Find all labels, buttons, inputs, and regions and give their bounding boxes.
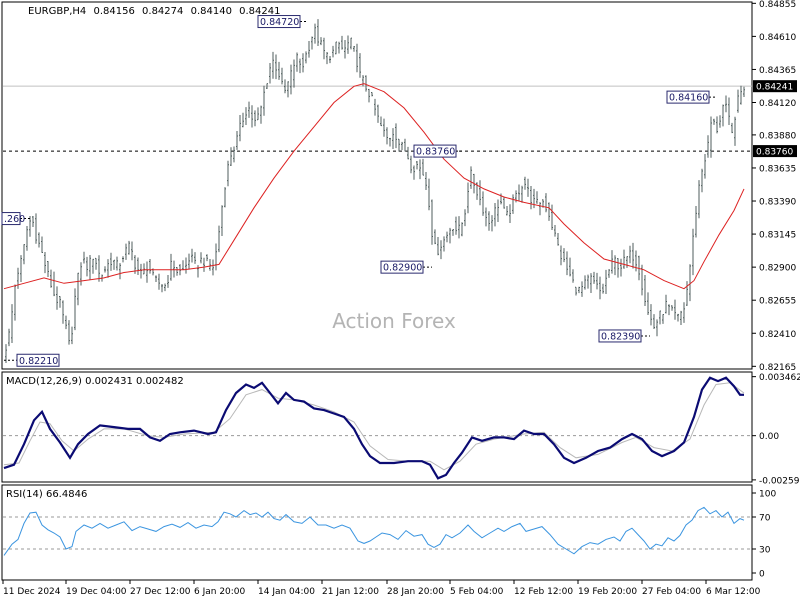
annotation-box: [666, 90, 710, 104]
price-tick-label: 0.83390: [759, 198, 796, 208]
price-tick-label: 0.84365: [759, 66, 796, 76]
price-tick-label: 0.83635: [759, 164, 796, 174]
time-axis: 11 Dec 2024 19 Dec 04:00 27 Dec 12:00 6 Jan…: [2, 579, 761, 597]
annotation-label: 0.82210: [19, 356, 58, 367]
rsi-title: RSI(14) 66.4846: [6, 489, 87, 500]
annotation-box: [1, 212, 21, 226]
support-level-marker: [753, 145, 797, 158]
time-tick-label: 5 Feb 04:00: [450, 587, 504, 597]
chart-symbol: EURGBP,H4: [28, 6, 86, 17]
rsi-line: [3, 506, 745, 556]
current-price-marker: [753, 80, 797, 93]
macd-tick-label: 0.003462: [759, 373, 800, 383]
annotation-label: 0.82900: [383, 263, 422, 274]
moving-average: [3, 83, 745, 290]
annotation-label: 0.84720: [260, 17, 299, 28]
annotation-label: 0.83760: [416, 147, 455, 158]
annotation-label: .260: [4, 214, 25, 225]
quote-high: 0.84274: [142, 6, 183, 17]
price-tick-label: 0.82410: [759, 330, 796, 340]
quote-low: 0.84140: [191, 6, 232, 17]
annotation-box: [413, 144, 457, 158]
annotation-box: [257, 15, 301, 29]
price-tick-label: 0.83880: [759, 131, 796, 141]
rsi-tick-label: 100: [759, 490, 776, 500]
quote-open: 0.84156: [93, 6, 134, 17]
price-bars: [5, 19, 745, 363]
time-tick-label: 21 Jan 12:00: [322, 587, 379, 597]
rsi-axis: 100 70 30 0: [3, 485, 776, 580]
macd-main-line: [3, 376, 744, 480]
chart-title: EURGBP,H4 0.84156 0.84274 0.84140 0.8424…: [28, 6, 280, 17]
price-panel[interactable]: EURGBP,H4 0.84156 0.84274 0.84140 0.8424…: [1, 0, 797, 373]
annotation-box: [16, 353, 60, 367]
price-levels: 0.84241 0.83760: [3, 80, 797, 158]
time-tick-label: 11 Dec 2024: [3, 587, 61, 597]
price-annotations: 0.84720 0.84160 0.83760 0.82900 0.82390 0.822…: [1, 15, 716, 367]
annotation-box: [380, 260, 424, 274]
macd-tick-label: 0.00: [759, 432, 779, 442]
rsi-lines: [3, 506, 745, 556]
annotation-box: [598, 329, 642, 343]
price-tick-label: 0.84855: [759, 0, 796, 10]
time-tick-label: 6 Mar 12:00: [706, 587, 761, 597]
price-axis: 0.84855 0.84610 0.84365 0.84120 0.83880 0.836…: [751, 0, 796, 373]
current-price-label: 0.84241: [756, 83, 793, 93]
watermark: Action Forex: [332, 309, 456, 333]
time-tick-label: 14 Jan 04:00: [258, 587, 315, 597]
annotation-label: 0.82390: [601, 331, 640, 342]
macd-lines: [3, 376, 745, 480]
macd-signal-line: [3, 382, 745, 471]
price-tick-label: 0.82165: [759, 363, 796, 373]
rsi-tick-label: 0: [759, 570, 765, 580]
time-tick-label: 6 Jan 20:00: [194, 587, 246, 597]
price-tick-label: 0.84120: [759, 99, 796, 109]
time-tick-label: 27 Feb 04:00: [642, 587, 701, 597]
time-tick-label: 28 Jan 20:00: [387, 587, 444, 597]
price-tick-label: 0.82655: [759, 297, 796, 307]
macd-title: MACD(12,26,9) 0.002431 0.002482: [6, 376, 184, 387]
macd-tick-label: -0.002593: [759, 476, 800, 486]
time-tick-label: 19 Feb 20:00: [578, 587, 637, 597]
rsi-tick-label: 70: [759, 514, 771, 524]
price-tick-label: 0.82900: [759, 264, 796, 274]
time-tick-label: 19 Dec 04:00: [66, 587, 127, 597]
macd-panel[interactable]: MACD(12,26,9) 0.002431 0.002482 0.003462…: [1, 371, 800, 486]
time-tick-label: 27 Dec 12:00: [130, 587, 191, 597]
quote-close: 0.84241: [239, 6, 280, 17]
annotation-label: 0.84160: [669, 93, 708, 104]
price-tick-label: 0.83145: [759, 231, 796, 241]
rsi-tick-label: 30: [759, 546, 771, 556]
moving-average-line: [3, 83, 745, 290]
time-tick-label: 12 Feb 12:00: [514, 587, 573, 597]
price-tick-label: 0.84610: [759, 33, 796, 43]
support-level-label: 0.83760: [756, 148, 793, 158]
